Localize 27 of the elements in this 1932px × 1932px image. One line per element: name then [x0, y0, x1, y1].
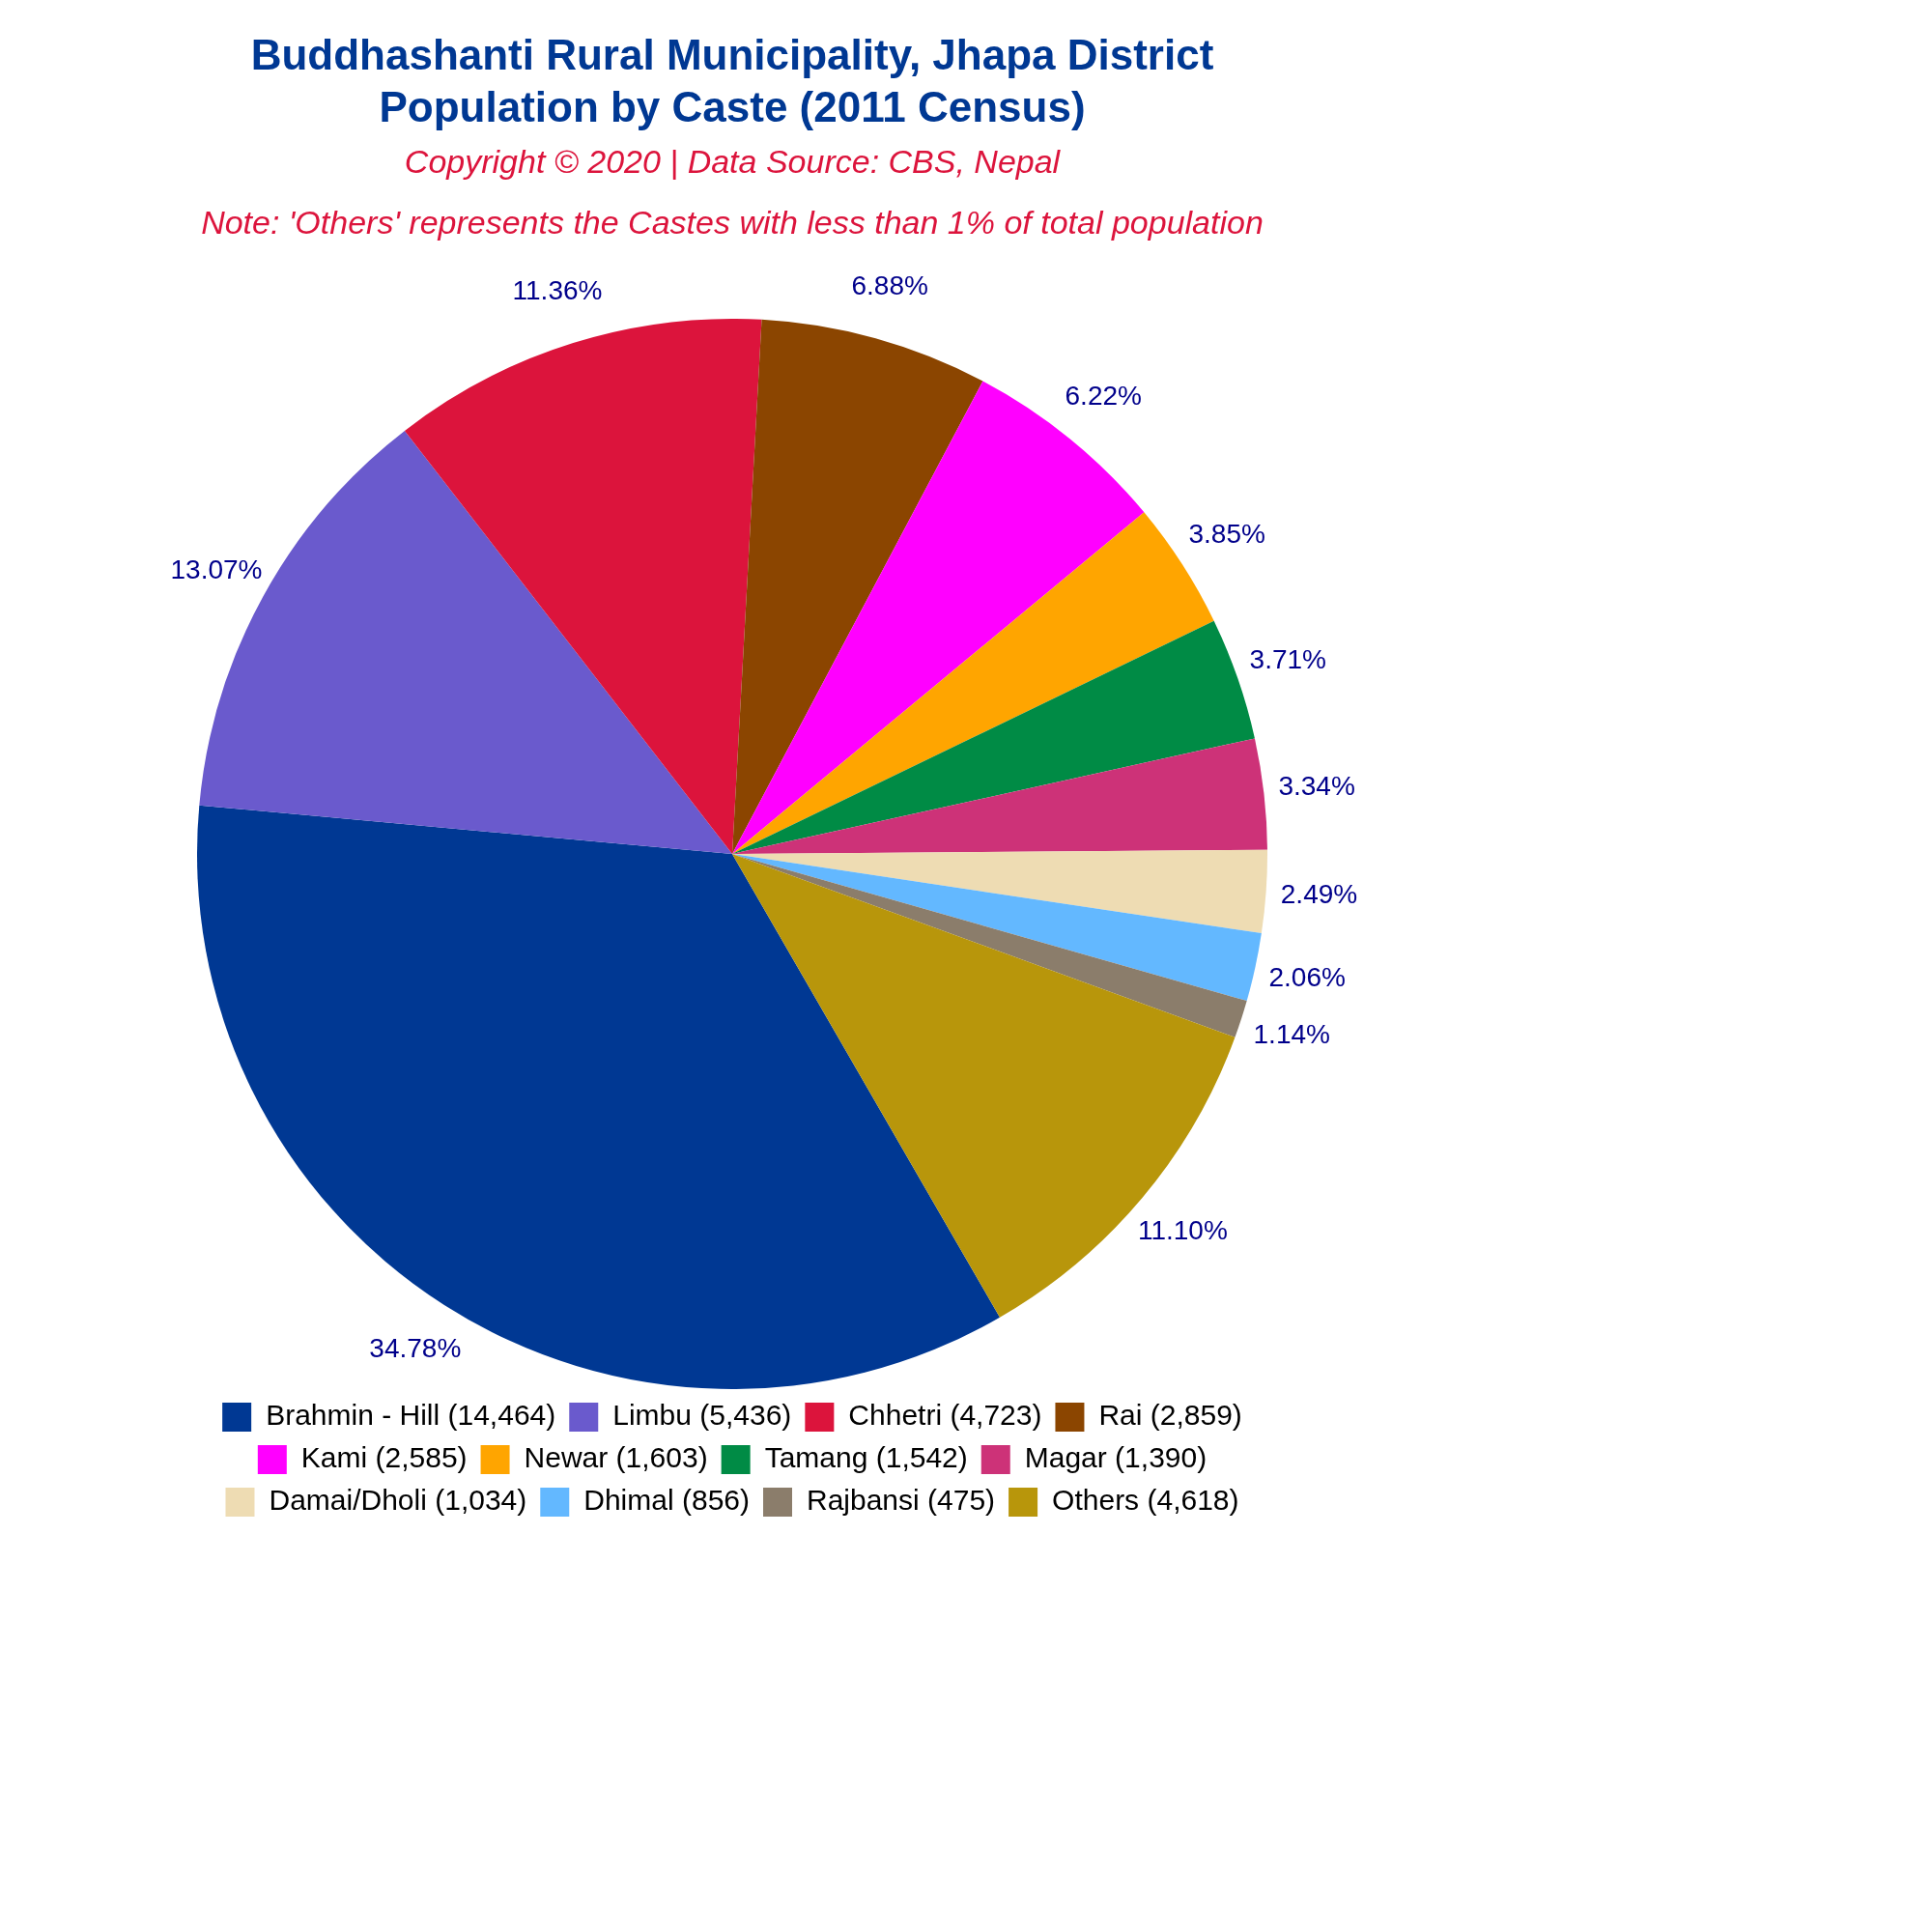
data-label: 3.71% — [1249, 643, 1327, 674]
chart-subtitle: Copyright © 2020 | Data Source: CBS, Nepal — [403, 143, 1062, 181]
data-label: 34.78% — [369, 1332, 462, 1363]
legend-label: Tamang (1,542) — [764, 1441, 968, 1474]
data-label: 11.10% — [1137, 1215, 1228, 1246]
data-label: 11.36% — [512, 275, 603, 306]
legend-label: Damai/Dholi (1,034) — [269, 1484, 527, 1517]
data-label: 2.49% — [1280, 878, 1358, 909]
text: Note: 'Others' represents the Castes with less than 1% of total population — [200, 204, 1264, 242]
legend-label: Chhetri (4,723) — [848, 1399, 1042, 1432]
legend-label: Newar (1,603) — [524, 1441, 708, 1474]
data-label: 1.14% — [1253, 1018, 1330, 1049]
data-label: 13.07% — [170, 554, 263, 584]
legend-label: Others (4,618) — [1052, 1484, 1239, 1517]
legend-label: Kami (2,585) — [300, 1441, 468, 1474]
legend-label: Rajbansi (475) — [806, 1484, 996, 1517]
data-label: 2.06% — [1268, 961, 1346, 992]
legend-label: Rai (2,859) — [1098, 1399, 1242, 1432]
data-label: 6.88% — [851, 270, 928, 300]
legend-label: Brahmin - Hill (14,464) — [266, 1399, 556, 1432]
data-label: 6.22% — [1065, 381, 1142, 412]
data-label: 3.85% — [1188, 519, 1265, 550]
chart-title: Buddhashanti Rural Municipality, Jhapa District Population by Caste (2011 Census) — [249, 30, 1215, 132]
legend-label: Dhimal (856) — [583, 1484, 750, 1517]
legend-label: Magar (1,390) — [1024, 1441, 1208, 1474]
data-label: 3.34% — [1278, 771, 1355, 802]
legend-label: Limbu (5,436) — [612, 1399, 792, 1432]
